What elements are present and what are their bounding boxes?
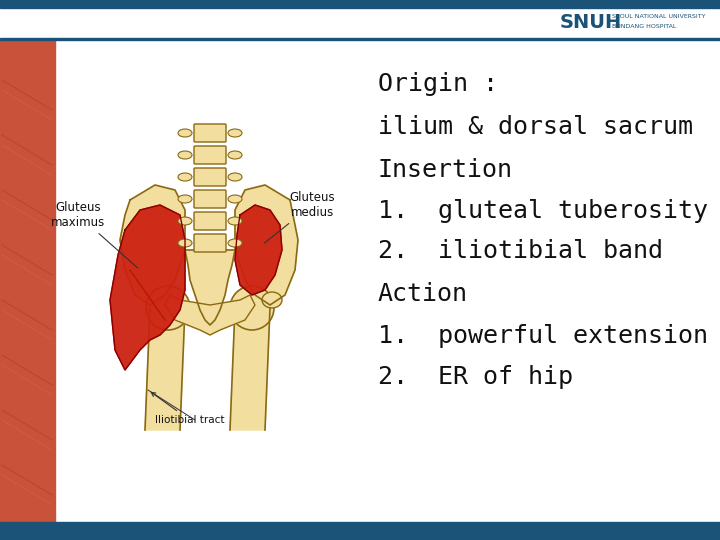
Text: SNUH: SNUH [560, 12, 622, 31]
Polygon shape [110, 205, 185, 370]
Ellipse shape [262, 292, 282, 308]
Circle shape [146, 286, 190, 330]
FancyBboxPatch shape [194, 234, 226, 252]
FancyBboxPatch shape [194, 124, 226, 142]
Text: 2.  ER of hip: 2. ER of hip [378, 365, 573, 389]
Polygon shape [235, 205, 282, 295]
Text: Insertion: Insertion [378, 158, 513, 182]
Ellipse shape [228, 173, 242, 181]
Ellipse shape [228, 239, 242, 247]
Bar [0, 40, 55, 522]
Text: BUNDANG HOSPITAL: BUNDANG HOSPITAL [612, 24, 676, 29]
Circle shape [230, 286, 274, 330]
Polygon shape [185, 250, 235, 325]
Polygon shape [235, 185, 298, 305]
Text: Origin :: Origin : [378, 72, 498, 96]
Polygon shape [145, 308, 185, 430]
Text: 2.  iliotibial band: 2. iliotibial band [378, 239, 663, 263]
Text: SEOUL NATIONAL UNIVERSITY: SEOUL NATIONAL UNIVERSITY [612, 14, 706, 18]
Text: ilium & dorsal sacrum: ilium & dorsal sacrum [378, 115, 693, 139]
Bar [0, 38, 720, 40]
Text: Iliotibial tract: Iliotibial tract [151, 393, 225, 425]
Ellipse shape [228, 195, 242, 203]
Ellipse shape [178, 217, 192, 225]
Text: Gluteus
maximus: Gluteus maximus [51, 201, 138, 268]
Polygon shape [120, 185, 185, 305]
FancyBboxPatch shape [194, 168, 226, 186]
Polygon shape [165, 295, 255, 335]
Polygon shape [230, 308, 270, 430]
Ellipse shape [178, 195, 192, 203]
Ellipse shape [228, 151, 242, 159]
Bar [0, 522, 720, 540]
Ellipse shape [178, 239, 192, 247]
Bar [0, 0, 720, 8]
Text: Gluteus
medius: Gluteus medius [264, 191, 335, 243]
Ellipse shape [178, 151, 192, 159]
FancyBboxPatch shape [194, 212, 226, 230]
Text: Action: Action [378, 282, 468, 306]
Text: 1.  powerful extension: 1. powerful extension [378, 324, 708, 348]
Text: 1.  gluteal tuberosity: 1. gluteal tuberosity [378, 199, 708, 222]
FancyBboxPatch shape [194, 146, 226, 164]
Ellipse shape [178, 129, 192, 137]
Ellipse shape [228, 217, 242, 225]
FancyBboxPatch shape [194, 190, 226, 208]
Ellipse shape [228, 129, 242, 137]
Ellipse shape [178, 173, 192, 181]
